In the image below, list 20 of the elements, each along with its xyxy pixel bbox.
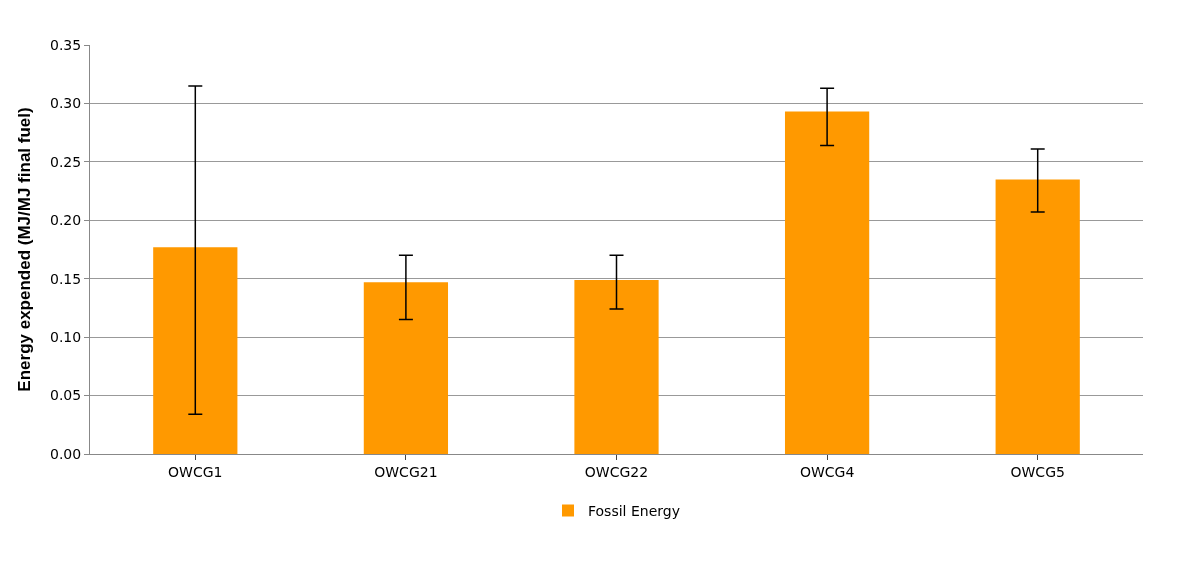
y-tick-label: 0.00 bbox=[50, 445, 82, 462]
y-axis-title: Energy expended (MJ/MJ final fuel) bbox=[14, 107, 34, 392]
bar bbox=[784, 111, 870, 454]
legend-label: Fossil Energy bbox=[588, 502, 680, 519]
x-tick-label: OWCG1 bbox=[168, 463, 223, 480]
y-tick-label: 0.15 bbox=[50, 270, 82, 287]
y-tick-label: 0.05 bbox=[50, 387, 82, 404]
x-tick-label: OWCG5 bbox=[1010, 463, 1065, 480]
y-tick-label: 0.30 bbox=[50, 95, 82, 112]
x-tick-label: OWCG4 bbox=[799, 463, 855, 480]
bar bbox=[153, 247, 238, 454]
bar bbox=[574, 279, 659, 454]
bar bbox=[363, 282, 449, 454]
y-tick-label: 0.20 bbox=[50, 212, 82, 229]
y-tick-label: 0.25 bbox=[50, 153, 82, 170]
y-tick-label: 0.10 bbox=[50, 329, 82, 346]
x-tick-label: OWCG21 bbox=[374, 463, 438, 480]
x-tick-label: OWCG22 bbox=[584, 463, 649, 480]
y-tick-label: 0.35 bbox=[50, 36, 82, 53]
bar bbox=[995, 179, 1080, 454]
